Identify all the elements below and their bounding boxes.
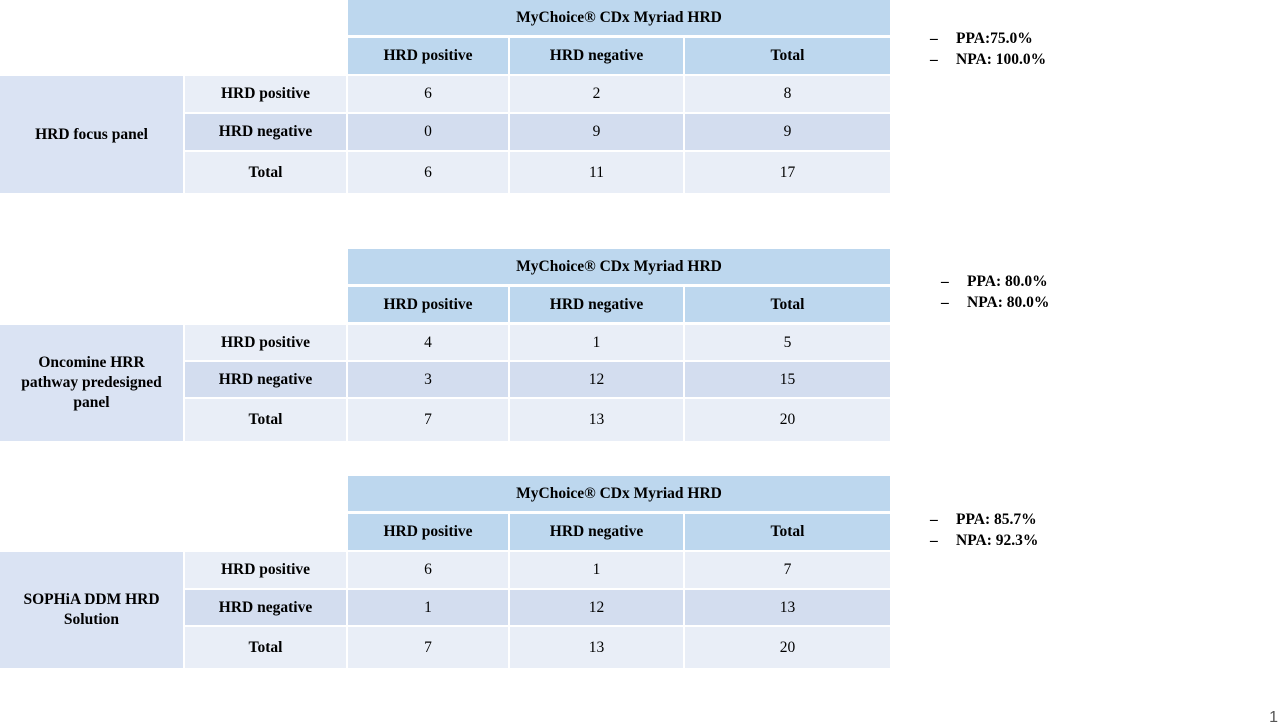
- table-cell: 7: [685, 552, 890, 588]
- table-cell: 17: [685, 152, 890, 193]
- column-header: HRD positive: [348, 38, 508, 74]
- row-label: HRD negative: [185, 114, 346, 150]
- column-header: HRD negative: [510, 38, 683, 74]
- table-cell: 15: [685, 362, 890, 397]
- table-cell: 1: [348, 590, 508, 625]
- panel-name: Oncomine HRR pathway predesigned panel: [0, 325, 183, 441]
- ppa-metric: – PPA:75.0%: [930, 30, 1033, 47]
- row-label: Total: [185, 627, 346, 668]
- column-header: HRD positive: [348, 514, 508, 550]
- table-cell: 13: [510, 399, 683, 441]
- table-cell: 20: [685, 627, 890, 668]
- table-group-header: MyChoice® CDx Myriad HRD: [348, 249, 890, 284]
- npa-metric: – NPA: 80.0%: [941, 294, 1050, 311]
- table-cell: 1: [510, 552, 683, 588]
- row-label: HRD positive: [185, 76, 346, 112]
- table-cell: 12: [510, 590, 683, 625]
- table-cell: 7: [348, 627, 508, 668]
- table-cell: 8: [685, 76, 890, 112]
- table-cell: 2: [510, 76, 683, 112]
- agreement-metrics: – PPA: 85.7% – NPA: 92.3%: [930, 509, 1038, 551]
- slide-number: 1: [1269, 709, 1278, 726]
- column-header: Total: [685, 514, 890, 550]
- table-cell: 3: [348, 362, 508, 397]
- column-header: HRD positive: [348, 287, 508, 322]
- table-cell: 4: [348, 325, 508, 360]
- table-cell: 12: [510, 362, 683, 397]
- npa-metric: – NPA: 100.0%: [930, 51, 1047, 68]
- agreement-metrics: – PPA:75.0% – NPA: 100.0%: [930, 28, 1046, 70]
- concordance-table-oncomine: MyChoice® CDx Myriad HRD HRD positive HR…: [0, 249, 890, 441]
- ppa-metric: – PPA: 85.7%: [930, 511, 1037, 528]
- column-header: Total: [685, 287, 890, 322]
- table-cell: 7: [348, 399, 508, 441]
- table-cell: 5: [685, 325, 890, 360]
- table-cell: 20: [685, 399, 890, 441]
- table-cell: 6: [348, 552, 508, 588]
- table-cell: 13: [685, 590, 890, 625]
- row-label: Total: [185, 399, 346, 441]
- table-cell: 9: [510, 114, 683, 150]
- column-header: HRD negative: [510, 287, 683, 322]
- table-cell: 6: [348, 76, 508, 112]
- table-cell: 6: [348, 152, 508, 193]
- npa-metric: – NPA: 92.3%: [930, 532, 1039, 549]
- table-group-header: MyChoice® CDx Myriad HRD: [348, 476, 890, 511]
- agreement-metrics: – PPA: 80.0% – NPA: 80.0%: [941, 271, 1049, 313]
- table-cell: 11: [510, 152, 683, 193]
- row-label: HRD negative: [185, 362, 346, 397]
- ppa-metric: – PPA: 80.0%: [941, 273, 1048, 290]
- table-cell: 13: [510, 627, 683, 668]
- column-header: HRD negative: [510, 514, 683, 550]
- table-group-header: MyChoice® CDx Myriad HRD: [348, 0, 890, 35]
- row-label: HRD positive: [185, 552, 346, 588]
- table-cell: 9: [685, 114, 890, 150]
- row-label: HRD negative: [185, 590, 346, 625]
- concordance-table-hrd-focus: MyChoice® CDx Myriad HRD HRD positive HR…: [0, 0, 890, 193]
- concordance-table-sophia: MyChoice® CDx Myriad HRD HRD positive HR…: [0, 476, 890, 668]
- column-header: Total: [685, 38, 890, 74]
- panel-name: SOPHiA DDM HRD Solution: [0, 552, 183, 668]
- table-cell: 1: [510, 325, 683, 360]
- table-cell: 0: [348, 114, 508, 150]
- row-label: HRD positive: [185, 325, 346, 360]
- row-label: Total: [185, 152, 346, 193]
- panel-name: HRD focus panel: [0, 76, 183, 193]
